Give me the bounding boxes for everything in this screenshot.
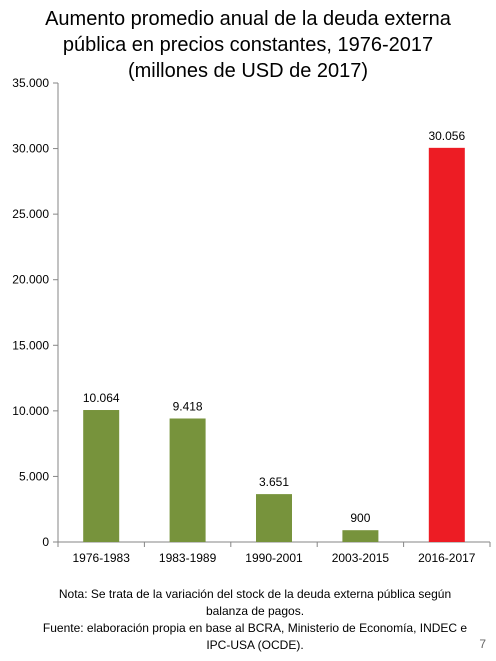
chart-notes: Nota: Se trata de la variación del stock… bbox=[40, 586, 470, 654]
value-label: 10.064 bbox=[83, 391, 120, 405]
bar-1983-1989 bbox=[169, 418, 206, 542]
source-line-1: Fuente: elaboración propia en base al BC… bbox=[42, 621, 468, 635]
title-line-1: Aumento promedio anual de la deuda exter… bbox=[45, 8, 451, 30]
value-label: 30.056 bbox=[428, 129, 465, 143]
bar-1990-2001 bbox=[256, 494, 292, 542]
y-tick-label: 5.000 bbox=[19, 469, 49, 483]
source-line-2: IPC-USA (OCDE). bbox=[206, 638, 304, 652]
x-tick-label: 2003-2015 bbox=[332, 551, 390, 565]
page-number: 7 bbox=[479, 637, 486, 651]
y-tick-label: 15.000 bbox=[12, 338, 49, 352]
y-tick-label: 10.000 bbox=[12, 404, 49, 418]
bar-1976-1983 bbox=[83, 410, 120, 542]
note-line-1: Nota: Se trata de la variación del stock… bbox=[58, 587, 452, 601]
y-tick-label: 20.000 bbox=[12, 273, 49, 287]
chart-title: Aumento promedio anual de la deuda exter… bbox=[0, 6, 496, 84]
x-tick-label: 1990-2001 bbox=[245, 551, 303, 565]
x-tick-label: 2016-2017 bbox=[418, 551, 476, 565]
y-tick-label: 0 bbox=[42, 535, 49, 549]
value-label: 900 bbox=[350, 511, 370, 525]
x-tick-label: 1983-1989 bbox=[159, 551, 217, 565]
x-tick-label: 1976-1983 bbox=[73, 551, 131, 565]
y-tick-label: 30.000 bbox=[12, 142, 49, 156]
y-tick-label: 35.000 bbox=[12, 76, 49, 90]
value-label: 3.651 bbox=[259, 475, 289, 489]
bar-chart: 0 5.000 10.000 15.000 20.000 25.000 30.000 35.0… bbox=[12, 76, 491, 565]
bar-2003-2015 bbox=[342, 530, 379, 542]
title-line-2: pública en precios constantes, 1976-2017 bbox=[62, 34, 434, 56]
value-label: 9.418 bbox=[173, 399, 203, 413]
note-line-2: balanza de pagos. bbox=[205, 604, 305, 618]
title-line-3: (millones de USD de 2017) bbox=[127, 60, 369, 82]
y-tick-label: 25.000 bbox=[12, 207, 49, 221]
bar-2016-2017 bbox=[428, 147, 465, 542]
